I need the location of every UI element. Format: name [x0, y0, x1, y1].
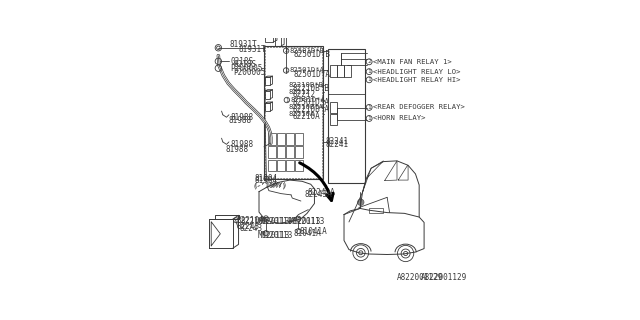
Text: 82210B*B: 82210B*B: [288, 82, 323, 88]
Text: 82241: 82241: [326, 140, 349, 149]
Bar: [328, 50, 365, 182]
Bar: [265, 77, 270, 85]
Bar: [330, 65, 337, 76]
Text: 81988: 81988: [226, 145, 249, 154]
Text: 82241: 82241: [325, 137, 348, 146]
Bar: [276, 146, 285, 158]
Text: 82243: 82243: [237, 222, 260, 231]
Text: <MAIN FAN RELAY 1>: <MAIN FAN RELAY 1>: [373, 59, 452, 65]
Bar: [268, 146, 275, 158]
Text: A822001129: A822001129: [420, 273, 467, 282]
Text: 0218S: 0218S: [233, 60, 256, 69]
Text: 81041A: 81041A: [293, 228, 321, 237]
Text: 82501D*B: 82501D*B: [294, 50, 330, 59]
Text: 1: 1: [367, 69, 371, 74]
Text: 82210B*A: 82210B*A: [288, 104, 323, 110]
Text: M120113: M120113: [260, 231, 292, 240]
Text: 1: 1: [367, 116, 371, 121]
Bar: [268, 160, 275, 172]
Bar: [265, 47, 322, 178]
Text: <REAR DEFOGGER RELAY>: <REAR DEFOGGER RELAY>: [373, 104, 465, 110]
Bar: [330, 114, 337, 125]
Text: 82501D*A: 82501D*A: [291, 97, 326, 103]
Text: 81988: 81988: [230, 113, 253, 122]
Circle shape: [358, 199, 364, 205]
Text: 1: 1: [367, 77, 371, 82]
Text: <HEADLIGHT RELAY LO>: <HEADLIGHT RELAY LO>: [373, 69, 461, 75]
Text: P200005: P200005: [233, 68, 266, 77]
Bar: [330, 102, 337, 113]
Text: A822001129: A822001129: [397, 273, 444, 282]
Text: 0218S: 0218S: [230, 57, 253, 66]
Text: 81988: 81988: [228, 116, 252, 125]
Text: 81041A: 81041A: [300, 227, 328, 236]
Text: (-'10MY): (-'10MY): [253, 183, 287, 189]
Text: 81931T: 81931T: [238, 45, 266, 54]
Text: <HEADLIGHT RELAY HI>: <HEADLIGHT RELAY HI>: [373, 77, 461, 83]
Text: 81904: 81904: [254, 176, 277, 185]
Bar: [275, 36, 281, 46]
Text: 81988: 81988: [230, 140, 253, 149]
Bar: [268, 133, 275, 145]
Text: 82210B*A: 82210B*A: [292, 105, 329, 114]
Bar: [286, 160, 294, 172]
Text: 82243A: 82243A: [305, 190, 332, 199]
Text: 82243: 82243: [239, 224, 262, 233]
Bar: [276, 160, 285, 172]
Text: 82210B*B: 82210B*B: [292, 84, 329, 93]
Bar: [265, 103, 270, 111]
Text: 82210A: 82210A: [237, 216, 264, 225]
Bar: [295, 133, 303, 145]
Bar: [265, 91, 270, 99]
Bar: [286, 146, 294, 158]
Text: 1: 1: [285, 98, 289, 102]
Text: 82501D*A: 82501D*A: [292, 99, 329, 108]
Text: 82210A: 82210A: [241, 218, 268, 227]
Text: 81904: 81904: [254, 174, 277, 183]
Text: M120113: M120113: [258, 218, 290, 227]
Text: 2: 2: [284, 48, 288, 53]
Bar: [265, 30, 273, 42]
Text: 81931T: 81931T: [230, 40, 257, 49]
Text: 82501D*B: 82501D*B: [290, 48, 325, 54]
Bar: [264, 46, 323, 179]
Text: M120113: M120113: [260, 218, 292, 227]
Text: 2: 2: [367, 59, 371, 64]
Text: M120113: M120113: [289, 218, 321, 227]
Text: M120113: M120113: [258, 231, 290, 240]
Text: 82501D*A: 82501D*A: [290, 68, 325, 73]
Text: 82212: 82212: [292, 90, 316, 99]
Text: P200005: P200005: [230, 64, 262, 73]
Bar: [295, 160, 303, 172]
Text: 1: 1: [367, 105, 371, 110]
Bar: [286, 133, 294, 145]
Bar: [295, 146, 303, 158]
Text: 82243A: 82243A: [307, 188, 335, 197]
Bar: [337, 65, 344, 76]
Bar: [276, 133, 285, 145]
Text: 82210A: 82210A: [288, 110, 314, 116]
Text: <HORN RELAY>: <HORN RELAY>: [373, 116, 426, 122]
Bar: [369, 208, 383, 213]
Text: 82501D*A: 82501D*A: [294, 70, 330, 79]
Text: 82210A: 82210A: [292, 111, 320, 121]
Text: M120113: M120113: [293, 218, 325, 227]
Bar: [344, 65, 351, 76]
Text: (-'10MY): (-'10MY): [253, 181, 287, 188]
Text: 82212: 82212: [288, 89, 310, 95]
Text: 1: 1: [284, 68, 288, 73]
